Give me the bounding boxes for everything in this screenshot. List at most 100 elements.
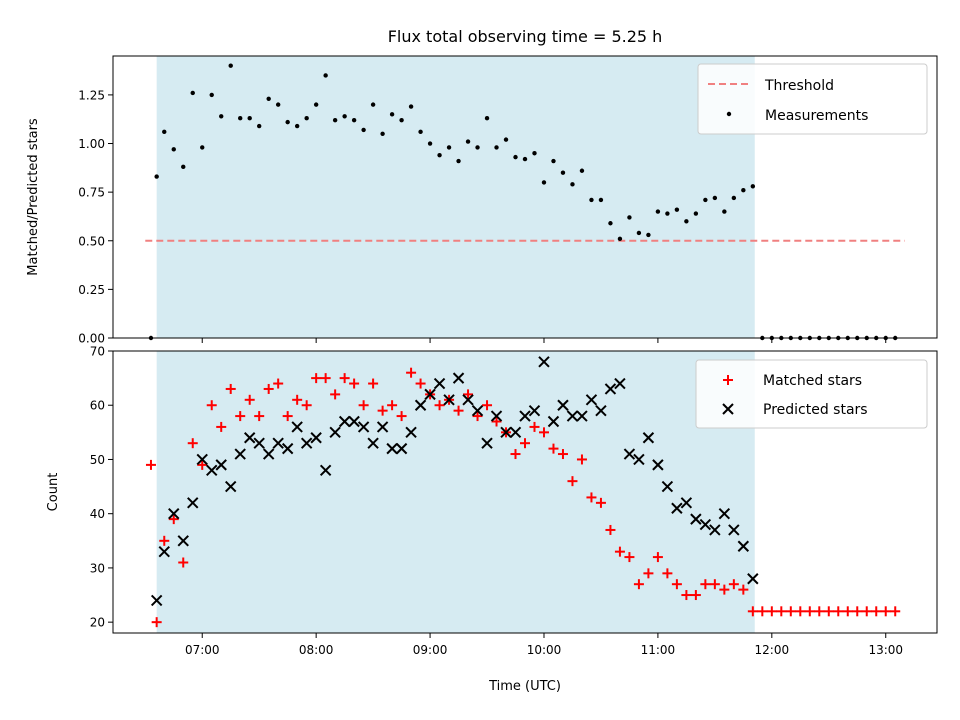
- x-stroke-b: [633, 453, 645, 466]
- predicted-point: [528, 404, 541, 417]
- x-stroke-b: [414, 399, 427, 411]
- matched-point: [358, 400, 369, 411]
- observing-window-shade-bottom: [156, 351, 755, 633]
- matched-point: [662, 568, 673, 579]
- matched-point: [529, 421, 540, 432]
- count-y-axis: 20 30 40 50 60 70: [90, 345, 113, 630]
- measurement-point: [693, 211, 699, 216]
- y-tick-label: 1.25: [78, 88, 105, 102]
- y-tick-label: 50: [90, 453, 105, 467]
- count-y-axis-label: Count: [46, 473, 61, 512]
- y-tick-label: 1.00: [78, 137, 105, 151]
- predicted-point: [414, 399, 427, 411]
- x-stroke-b: [652, 459, 664, 471]
- matched-point: [728, 579, 739, 590]
- measurement-point: [427, 141, 433, 146]
- matched-point: [292, 394, 303, 405]
- x-stroke-b: [243, 432, 256, 444]
- x-stroke-b: [747, 573, 759, 585]
- matched-point: [643, 568, 654, 579]
- x-stroke-b: [206, 464, 218, 477]
- matched-point: [282, 411, 293, 422]
- matched-point: [576, 454, 587, 465]
- measurement-point: [465, 139, 471, 144]
- predicted-point: [433, 377, 446, 390]
- matched-point: [225, 383, 236, 394]
- measurement-point: [579, 168, 585, 173]
- measurement-point: [494, 145, 499, 150]
- measurement-point: [275, 102, 281, 107]
- x-stroke-b: [481, 437, 493, 449]
- predicted-point: [300, 437, 313, 449]
- predicted-point: [576, 410, 588, 422]
- x-stroke-b: [709, 524, 721, 536]
- predicted-point: [338, 415, 351, 428]
- x-stroke-b: [168, 507, 180, 520]
- predicted-point: [718, 507, 731, 520]
- x-stroke-b: [177, 535, 189, 547]
- measurement-point: [627, 215, 632, 220]
- measurement-point: [247, 116, 252, 121]
- x-stroke-b: [642, 432, 655, 444]
- measurement-point: [418, 129, 423, 135]
- matched-point: [719, 584, 730, 595]
- predicted-point: [452, 372, 465, 384]
- matched-point: [178, 557, 189, 568]
- measurement-point: [674, 207, 680, 212]
- ratio-legend: Threshold Measurements: [697, 63, 928, 135]
- predicted-point: [367, 437, 379, 449]
- ratio-x-axis: [201, 338, 887, 343]
- matched-point: [145, 459, 156, 470]
- legend-x-glyph: [722, 403, 734, 415]
- measurement-point: [171, 147, 176, 152]
- measurement-point: [484, 116, 490, 121]
- count-legend: Matched stars Predicted stars: [695, 359, 928, 429]
- x-stroke-b: [253, 437, 265, 449]
- legend-matched-marker: [723, 375, 733, 385]
- measurement-point: [370, 102, 376, 107]
- matched-point: [159, 535, 170, 546]
- measurement-point: [408, 104, 414, 109]
- predicted-point: [566, 410, 579, 422]
- measurement-point: [285, 119, 290, 125]
- x-stroke-b: [528, 404, 541, 417]
- matched-point: [842, 606, 853, 617]
- predicted-point: [253, 437, 265, 449]
- y-tick-label: 0.00: [78, 332, 105, 346]
- x-stroke-b: [405, 426, 417, 439]
- matched-point: [538, 427, 549, 438]
- predicted-point: [234, 448, 246, 460]
- measurement-point: [361, 127, 366, 133]
- predicted-point: [158, 545, 170, 558]
- matched-point: [349, 378, 360, 389]
- measurement-point: [646, 232, 651, 238]
- matched-point: [216, 421, 227, 432]
- matched-point: [377, 405, 388, 416]
- y-tick-label: 20: [90, 616, 105, 630]
- predicted-point: [490, 410, 503, 422]
- x-stroke-b: [319, 464, 332, 477]
- measurement-point: [399, 117, 404, 123]
- ratio-y-axis: 0.00 0.25 0.50 0.75 1.00 1.25: [78, 88, 113, 346]
- measurement-point: [551, 158, 556, 164]
- x-stroke-b: [376, 421, 389, 433]
- predicted-point: [215, 459, 227, 471]
- predicted-point: [671, 502, 683, 514]
- predicted-point: [206, 464, 218, 477]
- matched-point: [804, 606, 815, 617]
- measurement-point: [722, 209, 727, 214]
- predicted-point: [319, 464, 332, 477]
- predicted-point: [633, 453, 645, 466]
- x-stroke-b: [737, 540, 750, 552]
- predicted-point: [728, 524, 740, 536]
- matched-point: [244, 394, 255, 405]
- x-stroke-b: [215, 459, 227, 471]
- matched-point: [681, 590, 692, 601]
- measurement-point: [323, 73, 328, 78]
- measurement-point: [560, 170, 566, 175]
- x-stroke-b: [500, 426, 512, 439]
- predicted-point: [150, 594, 163, 607]
- matched-point: [861, 606, 872, 617]
- measurement-point: [209, 92, 214, 98]
